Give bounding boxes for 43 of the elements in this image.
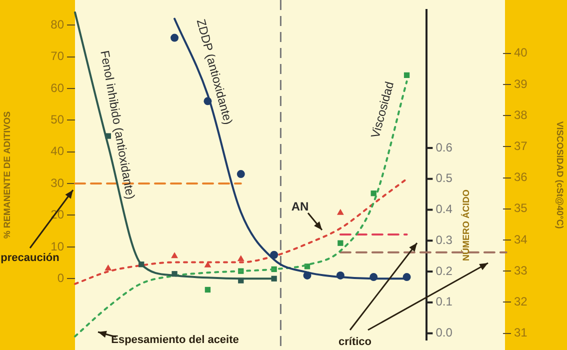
y-tick-label: 10 [50, 239, 64, 254]
y3-tick-label: 31 [514, 326, 528, 340]
y3-tick-label: 32 [514, 294, 528, 308]
y3-tick-label: 35 [514, 201, 528, 216]
point [204, 261, 212, 268]
y3-tick-label: 33 [514, 263, 528, 278]
point [336, 208, 344, 215]
point [104, 264, 112, 270]
y-tick-label: 0 [57, 270, 64, 285]
point [170, 34, 179, 42]
y2-tick-label: 0.6 [436, 140, 453, 154]
y2-tick-label: 0.5 [436, 171, 453, 186]
y-tick-label: 60 [50, 80, 64, 95]
y3-tick-label: 37 [514, 139, 528, 154]
point [404, 72, 410, 78]
y2-tick-label: 0.3 [436, 232, 453, 247]
y-tick-label: 30 [50, 176, 64, 190]
point [236, 170, 245, 178]
point [237, 255, 244, 262]
y-tick-label: 80 [50, 17, 64, 32]
y2-tick-label: 0.1 [436, 294, 453, 309]
y2-tick-label: 0.0 [436, 326, 453, 340]
y3-axis-title: VISCOSIDAD (cSt@40°C) [555, 121, 566, 229]
y-tick-label: 40 [50, 144, 64, 158]
text: AN [291, 199, 309, 214]
point [204, 286, 211, 293]
y-tick-label: 70 [50, 49, 64, 64]
y2-axis-title: NÚMERO ÁCIDO [461, 189, 472, 261]
annotation: crítico [338, 336, 372, 348]
point [338, 240, 344, 246]
y2-tick-label: 0.2 [436, 264, 453, 278]
point [370, 190, 376, 196]
y3-tick-label: 40 [514, 46, 528, 60]
y-tick-label: 50 [50, 112, 64, 126]
y3-tick-label: 36 [514, 170, 528, 184]
point [171, 252, 178, 258]
y3-tick-label: 34 [514, 232, 528, 246]
annotation: Espesamiento del aceite [111, 334, 239, 346]
annotation: precaución [0, 252, 60, 264]
y3-tick-label: 38 [514, 108, 528, 122]
y2-tick-label: 0.4 [436, 202, 453, 216]
y-axis-title: % REMANENTE DE ADITIVOS [2, 111, 12, 239]
y3-tick-label: 39 [514, 76, 528, 91]
